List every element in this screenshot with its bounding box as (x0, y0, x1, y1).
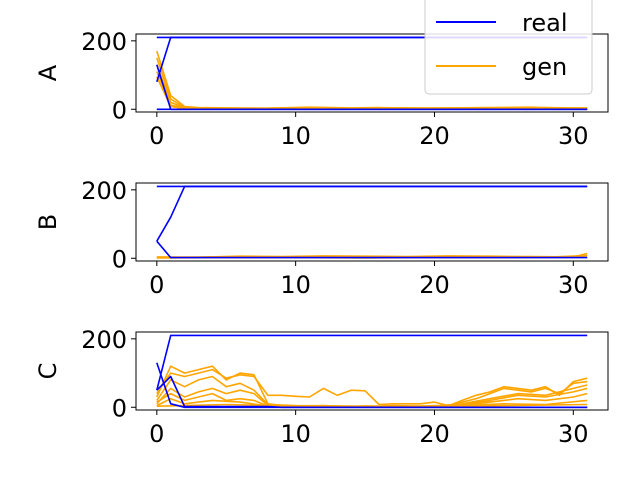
series-line-real (156, 375, 588, 409)
y-axis-label: C (34, 363, 62, 380)
panel-C: 0 10 20 30 0 200 C (34, 326, 609, 448)
y-axis-label: B (34, 214, 62, 230)
series-line-real (156, 185, 588, 242)
series-line-gen (156, 375, 588, 408)
axes-frame (135, 33, 609, 113)
legend: real gen (424, 0, 593, 95)
x-tick-label: 20 (419, 271, 450, 299)
axes-frame (135, 331, 609, 411)
y-axis-label: A (34, 64, 62, 81)
x-tick-label: 30 (558, 420, 589, 448)
legend-frame (424, 0, 593, 95)
x-tick-label: 30 (558, 271, 589, 299)
x-tick-label: 0 (149, 420, 164, 448)
legend-label-gen: gen (522, 53, 567, 81)
series-line-real (156, 240, 588, 259)
series-group (156, 185, 588, 259)
x-tick-label: 0 (149, 122, 164, 150)
y-tick-label: 200 (81, 177, 127, 205)
x-tick-label: 10 (280, 122, 311, 150)
x-tick-label: 10 (280, 420, 311, 448)
x-tick-label: 20 (419, 122, 450, 150)
y-tick-label: 200 (81, 28, 127, 56)
x-tick-label: 0 (149, 271, 164, 299)
panel-B: 0 10 20 30 0 200 B (34, 177, 609, 299)
series-line-gen (156, 368, 588, 407)
panel-A: 0 10 20 30 0 200 A (34, 28, 609, 150)
y-tick-label: 200 (81, 326, 127, 354)
series-group (156, 36, 588, 111)
legend-label-real: real (522, 9, 567, 37)
x-tick-label: 30 (558, 122, 589, 150)
y-tick-label: 0 (112, 394, 127, 422)
y-tick-label: 0 (112, 245, 127, 273)
axes-frame (135, 182, 609, 262)
x-tick-label: 20 (419, 420, 450, 448)
series-group (156, 334, 588, 409)
series-line-real (156, 334, 588, 391)
series-line-gen (156, 403, 588, 408)
x-tick-label: 10 (280, 271, 311, 299)
y-tick-label: 0 (112, 96, 127, 124)
